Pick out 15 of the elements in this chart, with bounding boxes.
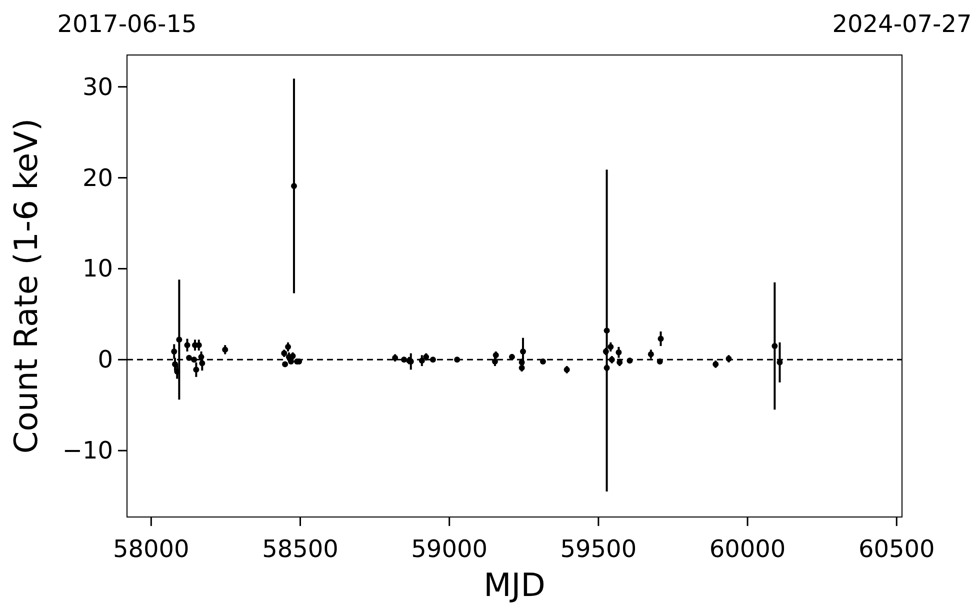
y-axis-title: Count Rate (1-6 keV) xyxy=(7,118,45,454)
y-tick-label: 10 xyxy=(82,254,113,283)
x-tick-label: 59500 xyxy=(560,535,637,563)
x2-tick-label: 2024-07-27 xyxy=(832,10,972,38)
x2-tick-label: 2017-06-15 xyxy=(57,10,197,38)
x-tick-label: 59000 xyxy=(411,535,488,563)
x-tick-label: 58000 xyxy=(112,535,190,563)
y-tick-label: 30 xyxy=(82,72,113,101)
x-tick-label: 60000 xyxy=(709,535,786,563)
y-tick-label: −10 xyxy=(62,436,113,465)
y-tick-label: 0 xyxy=(98,346,113,374)
x-axis-title: MJD xyxy=(484,566,546,604)
x-tick-label: 60500 xyxy=(858,535,935,563)
y-tick-label: 20 xyxy=(82,164,113,192)
x-tick-label: 58500 xyxy=(262,535,338,563)
